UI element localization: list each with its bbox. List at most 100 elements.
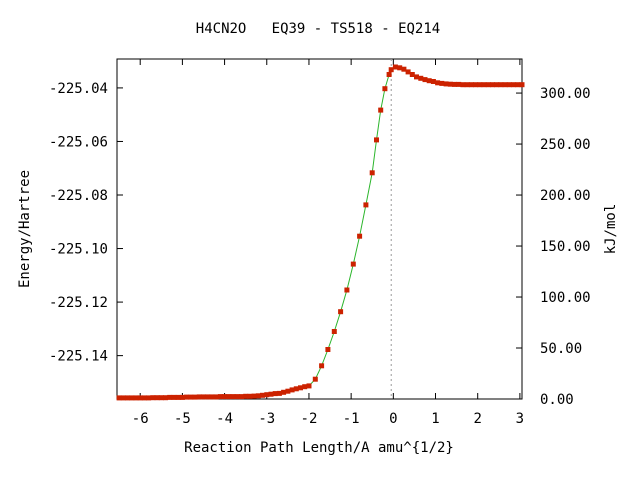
data-point — [239, 394, 244, 400]
data-point — [167, 394, 173, 400]
data-point — [175, 394, 181, 400]
data-point — [226, 394, 232, 400]
data-point — [498, 82, 504, 88]
data-point — [184, 394, 190, 400]
data-point — [234, 394, 240, 400]
data-point — [251, 393, 257, 399]
data-point — [298, 385, 303, 391]
data-point — [325, 347, 331, 352]
data-point — [196, 394, 202, 400]
data-point — [146, 395, 152, 401]
data-point — [477, 82, 483, 88]
data-point — [422, 77, 428, 83]
data-point — [272, 391, 278, 397]
data-point — [386, 72, 392, 77]
data-point — [397, 65, 403, 71]
data-point — [230, 394, 236, 400]
data-point — [158, 395, 164, 401]
data-point — [485, 82, 491, 88]
data-point — [369, 170, 375, 176]
data-point — [452, 81, 457, 87]
x-axis-label: Reaction Path Length/A amu^{1/2} — [184, 440, 454, 456]
y-right-tick-label: 150.00 — [540, 239, 591, 255]
x-tick-label: -4 — [216, 411, 233, 427]
y-right-axis-ticks: 0.00 50.00 100.00 150.00 200.00 250.00 300.00 — [516, 86, 591, 408]
data-point — [409, 72, 415, 77]
data-point — [120, 395, 126, 401]
x-tick-label: 2 — [473, 411, 481, 427]
data-point — [519, 82, 525, 88]
data-point — [285, 388, 291, 394]
y-left-tick-label: -225.12 — [49, 295, 108, 311]
data-point — [460, 82, 466, 88]
data-point — [392, 64, 398, 70]
y-left-axis-ticks: -225.14 -225.12 -225.10 -225.08 -225.06 -225.… — [49, 81, 123, 365]
data-point — [306, 383, 312, 389]
data-point — [430, 79, 436, 84]
data-point — [289, 387, 295, 393]
x-tick-label: -5 — [174, 411, 191, 427]
data-point — [502, 82, 508, 88]
data-point — [464, 82, 470, 88]
data-point — [137, 395, 143, 401]
x-tick-label: -1 — [343, 411, 360, 427]
data-point — [213, 394, 219, 400]
data-point — [447, 81, 453, 87]
data-point — [281, 389, 287, 395]
data-point — [331, 329, 337, 334]
data-point — [401, 66, 407, 72]
data-point — [201, 394, 206, 400]
data-point — [426, 78, 432, 84]
data-point — [255, 393, 261, 399]
y-left-tick-label: -225.10 — [49, 242, 108, 258]
data-point — [515, 82, 521, 88]
data-point — [293, 386, 299, 392]
data-point — [456, 81, 462, 87]
data-point — [312, 376, 318, 382]
y-right-tick-label: 300.00 — [540, 86, 591, 102]
data-point — [188, 394, 194, 400]
data-point — [192, 394, 198, 400]
data-point — [129, 395, 135, 401]
data-point — [222, 394, 228, 400]
data-point — [302, 384, 308, 390]
data-point — [473, 82, 479, 88]
y-right-tick-label: 100.00 — [540, 290, 591, 306]
data-point — [374, 137, 379, 143]
chart-title: H4CN2O EQ39 - TS518 - EQ214 — [196, 21, 440, 37]
data-point — [125, 395, 130, 401]
data-point — [260, 392, 265, 398]
y-right-tick-label: 50.00 — [540, 341, 582, 357]
x-tick-label: 1 — [431, 411, 439, 427]
y-left-tick-label: -225.14 — [49, 349, 108, 365]
data-point — [382, 86, 388, 92]
data-point — [443, 81, 449, 87]
x-tick-label: -3 — [258, 411, 275, 427]
data-point — [338, 309, 344, 315]
x-tick-label: -2 — [301, 411, 318, 427]
x-tick-label: 0 — [389, 411, 397, 427]
data-point — [405, 69, 411, 75]
data-point — [276, 390, 282, 396]
data-point — [506, 82, 512, 88]
y-right-tick-label: 200.00 — [540, 188, 591, 204]
data-point — [179, 394, 185, 400]
y-right-tick-label: 250.00 — [540, 137, 591, 153]
energy-curve — [119, 66, 522, 399]
data-point — [264, 392, 270, 398]
data-point — [133, 395, 139, 401]
y-right-tick-label: 0.00 — [540, 392, 574, 408]
y-left-tick-label: -225.08 — [49, 188, 108, 204]
data-point — [357, 233, 363, 239]
data-point — [378, 107, 384, 113]
data-point — [163, 395, 168, 401]
data-point — [439, 80, 445, 86]
data-point — [247, 393, 253, 399]
data-point — [481, 82, 487, 88]
data-point — [414, 74, 419, 80]
data-point — [344, 287, 350, 293]
data-point — [490, 82, 495, 88]
data-point — [205, 394, 211, 400]
data-point — [418, 75, 424, 81]
